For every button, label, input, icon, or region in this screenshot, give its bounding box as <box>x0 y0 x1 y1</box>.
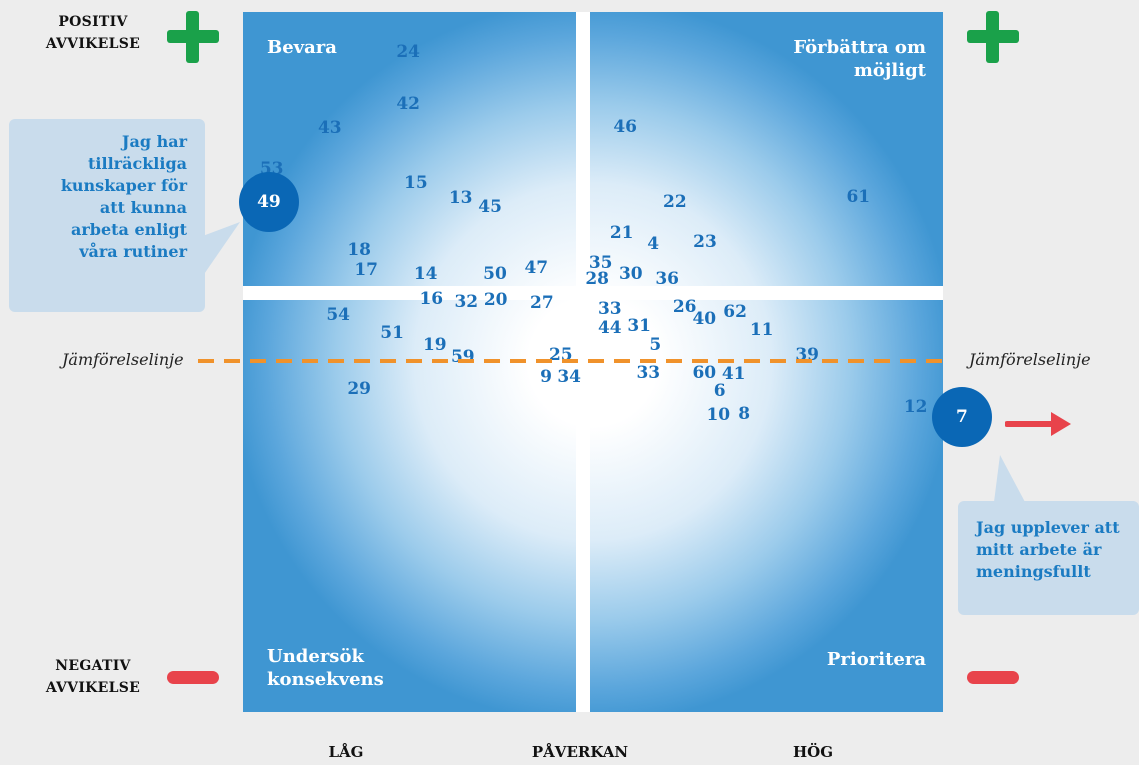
callout-left: Jag har tillräckliga kunskaper för att k… <box>9 119 205 312</box>
positive-label-line2: AVVIKELSE <box>45 36 141 52</box>
data-point-25: 25 <box>548 345 573 365</box>
reference-line-label-right: Jämförelselinje <box>969 350 1091 369</box>
quadrant-bottom-left-line1: Undersök <box>267 646 364 667</box>
data-point-35: 35 <box>588 253 613 274</box>
axis-label-high: HÖG <box>792 743 834 761</box>
data-point-30: 30 <box>618 263 643 284</box>
arrow-right-icon <box>1005 412 1071 436</box>
data-point-10: 10 <box>706 405 731 426</box>
horizontal-divider <box>243 286 943 300</box>
data-point-23: 23 <box>693 232 717 253</box>
quadrant-top-right-line1: Förbättra om <box>793 37 926 58</box>
data-point-4: 4 <box>647 233 660 254</box>
data-point-42: 42 <box>396 93 421 114</box>
data-point-33: 33 <box>597 298 622 319</box>
data-point-18: 18 <box>347 240 372 260</box>
data-point-26: 26 <box>672 296 697 317</box>
callout-right-text: Jag upplever att mitt arbete är meningsf… <box>976 517 1120 583</box>
axis-label-low: LÅG <box>328 743 364 761</box>
data-point-46: 46 <box>613 116 638 137</box>
callout-right-line: meningsfullt <box>976 562 1091 581</box>
plus-icon <box>967 11 1019 63</box>
plot-area: Bevara Förbättra om möjligt Undersök kon… <box>238 12 992 712</box>
plus-icon <box>167 11 219 63</box>
negative-deviation-label: NEGATIV AVVIKELSE <box>38 655 148 699</box>
minus-icon <box>967 671 1019 684</box>
data-point-17: 17 <box>354 260 379 281</box>
callout-right-tail <box>994 455 1025 502</box>
data-point-32: 32 <box>454 291 479 312</box>
data-point-5: 5 <box>649 335 662 356</box>
data-point-62: 62 <box>723 302 747 323</box>
data-point-12: 12 <box>903 396 928 417</box>
data-point-40: 40 <box>692 309 717 330</box>
data-point-33: 33 <box>636 363 661 384</box>
callout-right-line: Jag upplever att <box>976 518 1120 537</box>
callout-left-line: arbeta enligt <box>70 220 187 239</box>
callout-left-tail <box>200 222 240 280</box>
positive-deviation-label: POSITIV AVVIKELSE <box>38 11 148 55</box>
data-point-50: 50 <box>483 263 507 284</box>
data-point-21: 21 <box>609 223 634 244</box>
data-point-44: 44 <box>597 317 622 338</box>
highlighted-point-49: 49 <box>238 171 299 232</box>
data-point-31: 31 <box>627 316 652 337</box>
vertical-divider <box>576 12 590 712</box>
data-point-14: 14 <box>413 263 438 284</box>
data-point-41: 41 <box>721 363 746 384</box>
data-point-27: 27 <box>530 293 554 314</box>
callout-right-line: mitt arbete är <box>976 540 1102 559</box>
quadrant-bottom-left-line2: konsekvens <box>267 669 384 690</box>
quadrant-top-right-line2: möjligt <box>853 60 926 81</box>
data-point-13: 13 <box>448 188 473 209</box>
callout-left-line: våra rutiner <box>79 242 187 261</box>
quadrant-label-top-left: Bevara <box>267 36 337 59</box>
quadrant-bottom-right-text: Prioritera <box>826 649 926 670</box>
data-point-8: 8 <box>738 403 751 424</box>
data-point-11: 11 <box>749 319 774 340</box>
data-point-54: 54 <box>326 305 351 326</box>
callout-left-line: tillräckliga <box>88 154 187 173</box>
positive-label-line1: POSITIV <box>58 14 128 30</box>
highlighted-point-7: 7 <box>931 387 992 448</box>
data-point-15: 15 <box>404 172 428 193</box>
negative-label-line2: AVVIKELSE <box>45 680 141 696</box>
callout-left-text: Jag har tillräckliga kunskaper för att k… <box>61 131 187 263</box>
data-point-16: 16 <box>419 289 444 309</box>
quadrant-label-bottom-right: Prioritera <box>827 648 926 671</box>
data-point-60: 60 <box>692 363 717 384</box>
callout-left-line: att kunna <box>99 198 187 217</box>
data-point-28: 28 <box>585 268 610 289</box>
data-point-47: 47 <box>524 258 549 279</box>
data-point-9: 9 <box>540 366 553 387</box>
data-point-24: 24 <box>396 41 421 62</box>
data-point-45: 45 <box>478 197 502 218</box>
data-point-22: 22 <box>663 191 687 212</box>
axis-title: PÅVERKAN <box>531 743 629 761</box>
quadrant-label-bottom-left: Undersök konsekvens <box>267 645 384 691</box>
data-point-34: 34 <box>557 366 582 387</box>
data-point-61: 61 <box>846 186 871 207</box>
data-point-43: 43 <box>317 118 342 139</box>
minus-icon <box>167 671 219 684</box>
reference-line-label-left: Jämförelselinje <box>62 350 184 369</box>
data-point-59: 59 <box>450 347 475 368</box>
data-point-51: 51 <box>380 323 404 344</box>
data-point-39: 39 <box>795 345 820 365</box>
data-point-20: 20 <box>483 289 508 310</box>
callout-left-line: Jag har <box>121 132 187 151</box>
quadrant-label-top-right: Förbättra om möjligt <box>793 36 926 82</box>
callout-left-line: kunskaper för <box>60 176 187 195</box>
data-point-29: 29 <box>347 379 372 400</box>
data-point-6: 6 <box>713 380 726 401</box>
negative-label-line1: NEGATIV <box>55 658 131 674</box>
callout-right: Jag upplever att mitt arbete är meningsf… <box>958 501 1139 615</box>
data-point-19: 19 <box>422 335 447 356</box>
data-point-36: 36 <box>655 268 680 289</box>
quadrant-top-left-text: Bevara <box>267 37 337 58</box>
